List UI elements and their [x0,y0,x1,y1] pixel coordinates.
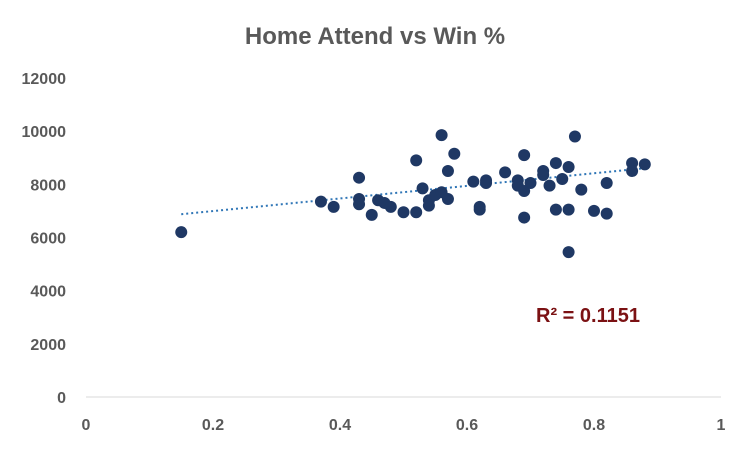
data-point [410,154,423,167]
data-point [575,183,588,196]
data-point [410,206,423,219]
data-point [588,204,600,217]
data-point [384,200,397,213]
data-point [175,226,188,239]
data-point [480,177,493,190]
data-point [562,203,575,216]
y-tick-label: 12000 [22,71,67,88]
data-point [518,211,531,224]
data-point [518,149,531,162]
data-point [365,208,378,221]
y-tick-label: 8000 [30,177,66,194]
y-tick-label: 4000 [30,284,66,301]
x-axis-ticks: 0 0.2 0.4 0.6 0.8 1 [82,417,726,434]
data-point [600,177,613,190]
data-point [327,200,340,213]
x-tick-label: 0.4 [329,417,351,434]
data-point [448,147,461,160]
data-point [397,206,410,219]
data-point [441,165,454,178]
data-point [549,157,562,170]
x-tick-label: 0.2 [202,417,224,434]
data-point [537,169,550,182]
x-tick-label: 0.8 [583,417,605,434]
data-point [626,165,639,178]
data-point [568,130,581,143]
data-point [524,177,537,190]
data-point [353,171,366,184]
y-tick-label: 6000 [30,231,66,248]
data-point [416,182,429,195]
data-point [556,173,569,186]
data-point [549,203,562,216]
data-point [467,175,480,188]
x-tick-label: 0 [82,417,91,434]
data-points [175,129,651,259]
data-point [473,203,486,216]
r-squared-annotation: R² = 0.1151 [536,305,640,327]
data-point [314,195,327,208]
chart-title: Home Attend vs Win % [245,23,505,50]
data-point [441,192,454,205]
data-point [353,198,366,211]
data-point [562,246,575,259]
y-tick-label: 0 [57,390,66,407]
data-point [499,166,512,179]
y-axis-ticks: 0 2000 4000 6000 8000 10000 12000 [22,71,67,407]
x-tick-label: 0.6 [456,417,478,434]
data-point [638,158,651,171]
y-tick-label: 10000 [22,124,67,141]
data-point [435,129,448,142]
x-tick-label: 1 [717,417,726,434]
data-point [600,207,613,220]
y-tick-label: 2000 [30,337,66,354]
data-point [543,179,556,192]
data-point [562,161,575,174]
